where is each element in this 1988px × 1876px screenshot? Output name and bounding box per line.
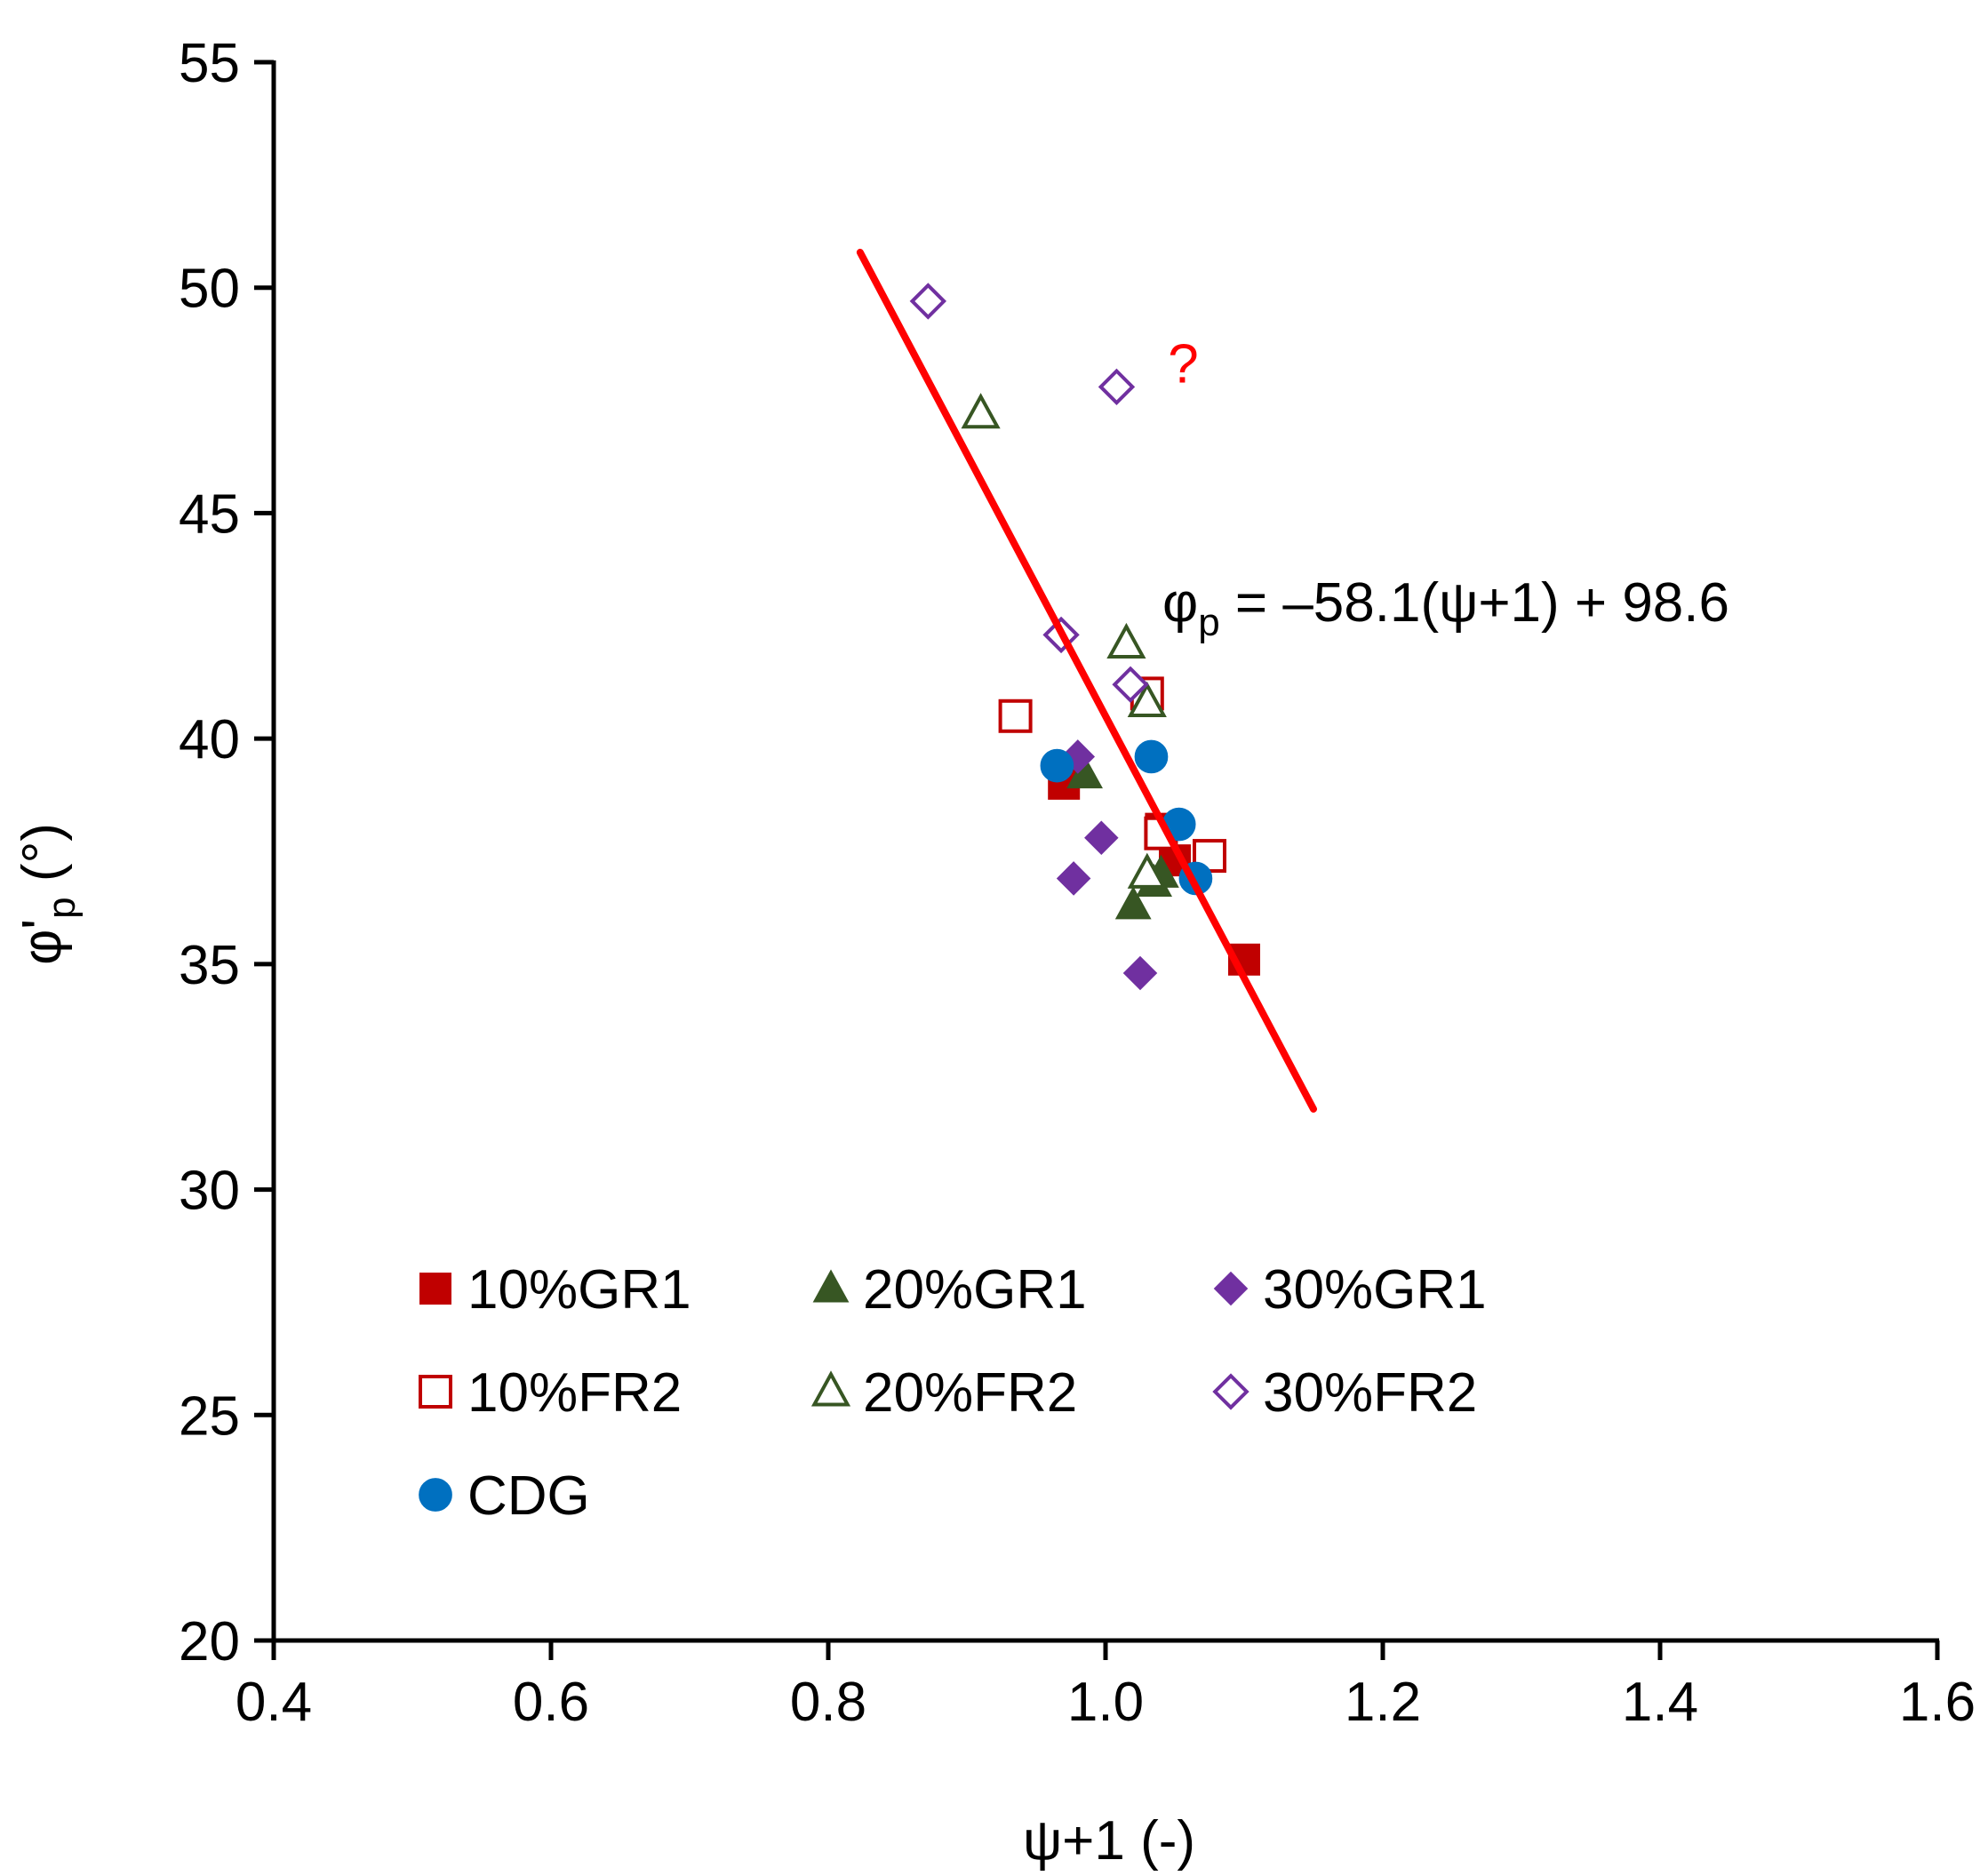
x-tick-label: 0.4 [236, 1672, 312, 1733]
y-tick-label: 25 [179, 1385, 240, 1447]
data-point-20-fr2 [1127, 681, 1167, 717]
y-tick-label: 55 [179, 33, 240, 94]
data-point-20-gr1 [1114, 886, 1152, 920]
legend-marker-20-fr2 [810, 1370, 851, 1407]
legend-label-30-fr2: 30%FR2 [1263, 1362, 1477, 1424]
y-tick-label: 20 [179, 1611, 240, 1672]
x-axis-ticks: 0.4 0.6 0.8 1.0 1.2 1.4 1.6 [236, 1641, 1976, 1733]
legend-marker-30-fr2 [1212, 1373, 1249, 1410]
data-point-30-gr1 [1084, 820, 1119, 856]
legend-marker-20-gr1 [812, 1269, 850, 1303]
plot-marks: ? [856, 248, 1317, 1113]
y-axis-label-base: φ' [12, 919, 73, 965]
y-axis-label: φ'p (°) [12, 823, 84, 965]
question-mark-annotation: ? [1168, 333, 1198, 395]
data-point-20-fr2 [961, 393, 1001, 429]
equation-sub: p [1198, 601, 1219, 644]
legend-marker-10-gr1 [419, 1273, 451, 1305]
equation-phi: φ [1162, 572, 1198, 634]
x-tick-label: 1.2 [1345, 1672, 1421, 1733]
data-point-cdg [1040, 748, 1074, 783]
data-point-30-gr1 [1056, 861, 1091, 896]
equation-rest: = –58.1(ψ+1) + 98.6 [1220, 572, 1729, 634]
legend: 10%GR1 20%GR1 30%GR1 10%FR2 20%FR2 30%FR2 CDG [419, 1259, 1487, 1527]
regression-line [856, 248, 1317, 1113]
data-point-20-fr2 [1106, 622, 1146, 659]
x-tick-label: 1.0 [1067, 1672, 1144, 1733]
y-tick-label: 35 [179, 935, 240, 996]
data-point-30-gr1 [1122, 955, 1158, 991]
legend-label-10-gr1: 10%GR1 [467, 1259, 691, 1321]
y-tick-label: 50 [179, 259, 240, 320]
x-tick-label: 0.8 [790, 1672, 866, 1733]
data-point-20-fr2 [1127, 852, 1167, 889]
data-point-20-gr1 [1066, 755, 1103, 789]
regression-equation: φp = –58.1(ψ+1) + 98.6 [1162, 572, 1729, 644]
y-axis-label-unit: (°) [12, 823, 73, 897]
y-axis-label-sub: p [40, 897, 84, 918]
data-point-30-fr2 [1112, 666, 1149, 703]
x-tick-label: 1.6 [1899, 1672, 1976, 1733]
legend-label-10-fr2: 10%FR2 [467, 1362, 682, 1424]
data-point-30-fr2 [909, 283, 946, 320]
legend-label-20-fr2: 20%FR2 [863, 1362, 1077, 1424]
data-point-30-fr2 [1098, 368, 1136, 406]
legend-label-cdg: CDG [467, 1465, 590, 1527]
y-tick-label: 40 [179, 709, 240, 770]
x-tick-label: 0.6 [513, 1672, 589, 1733]
y-tick-label: 45 [179, 483, 240, 545]
data-point-10-fr2 [998, 699, 1033, 733]
legend-label-20-gr1: 20%GR1 [863, 1259, 1087, 1321]
legend-marker-cdg [419, 1478, 452, 1512]
legend-marker-30-gr1 [1213, 1271, 1249, 1306]
legend-label-30-gr1: 30%GR1 [1263, 1259, 1487, 1321]
x-axis-label: ψ+1 (-) [1023, 1810, 1195, 1872]
x-tick-label: 1.4 [1622, 1672, 1698, 1733]
legend-marker-10-fr2 [419, 1375, 452, 1409]
data-point-cdg [1134, 739, 1169, 774]
y-axis-ticks: 20 25 30 35 40 45 50 55 [179, 33, 274, 1672]
y-tick-label: 30 [179, 1161, 240, 1222]
